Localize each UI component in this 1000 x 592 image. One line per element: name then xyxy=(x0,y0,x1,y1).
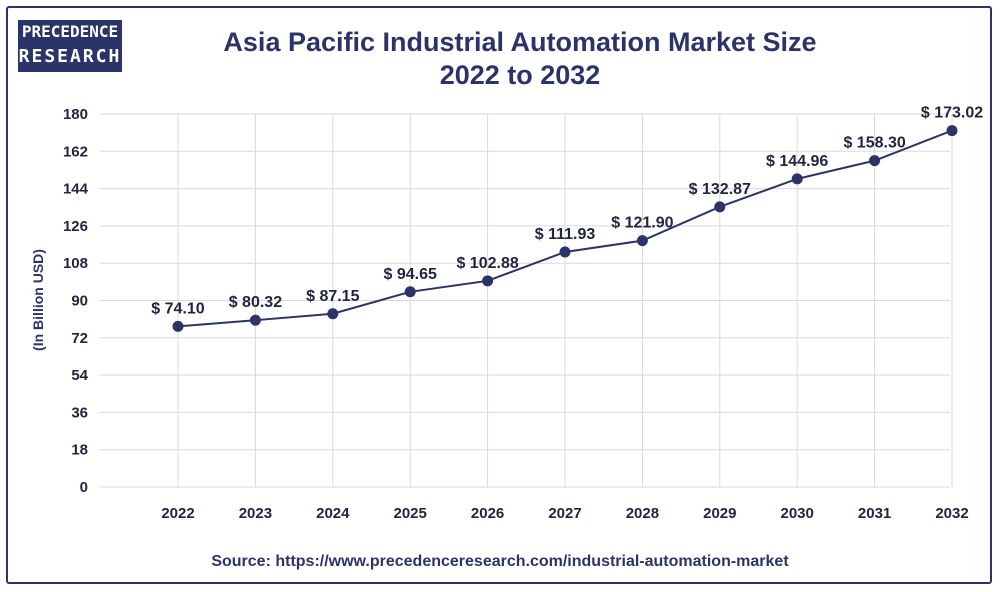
data-point xyxy=(249,314,261,326)
logo-text-bottom: RESEARCH xyxy=(18,46,122,67)
data-point xyxy=(714,201,726,213)
precedence-research-logo: PRECEDENCE RESEARCH xyxy=(18,20,122,72)
chart-title-line-2: 2022 to 2032 xyxy=(439,60,601,90)
y-tick-label: 90 xyxy=(71,293,88,310)
y-tick-label: 54 xyxy=(71,367,88,384)
series xyxy=(172,125,958,332)
x-tick-label: 2030 xyxy=(781,505,814,522)
data-point xyxy=(482,275,494,287)
data-label: $ 144.96 xyxy=(766,153,828,170)
x-tick-label: 2025 xyxy=(394,505,427,522)
chart-frame xyxy=(6,6,992,584)
data-label: $ 87.15 xyxy=(306,288,359,305)
x-tick-label: 2022 xyxy=(161,505,194,522)
x-tick-label: 2023 xyxy=(239,505,272,522)
data-label: $ 74.10 xyxy=(151,300,204,317)
y-axis-title: (In Billion USD) xyxy=(30,249,46,351)
data-point xyxy=(791,173,803,185)
data-label: $ 132.87 xyxy=(689,181,751,198)
chart-title: Asia Pacific Industrial Automation Marke… xyxy=(170,26,870,92)
y-tick-label: 0 xyxy=(80,479,88,496)
data-point xyxy=(172,320,184,332)
x-tick-label: 2027 xyxy=(548,505,581,522)
x-tick-label: 2026 xyxy=(471,505,504,522)
chart-title-line-1: Asia Pacific Industrial Automation Marke… xyxy=(223,27,817,57)
data-point xyxy=(869,155,881,167)
y-tick-label: 180 xyxy=(63,106,88,123)
logo-text-top: PRECEDENCE xyxy=(21,22,119,41)
x-tick-label: 2024 xyxy=(316,505,350,522)
source-note: Source: https://www.precedenceresearch.c… xyxy=(211,553,789,570)
gridlines xyxy=(100,113,953,488)
data-point xyxy=(636,235,648,247)
tick-labels: 0 18 36 54 72 90 108 126 144 162 180 2022 2023 2024 20… xyxy=(63,106,969,522)
data-label: $ 102.88 xyxy=(456,255,518,272)
data-label: $ 158.30 xyxy=(843,135,905,152)
data-label: $ 80.32 xyxy=(229,294,282,311)
data-label: $ 173.02 xyxy=(921,105,983,122)
data-label: $ 111.93 xyxy=(535,226,596,243)
axes: (In Billion USD) xyxy=(30,249,46,351)
x-tick-label: 2032 xyxy=(935,505,968,522)
y-tick-label: 36 xyxy=(71,404,88,421)
data-labels: $ 74.10 $ 80.32 $ 87.15 $ 94.65 $ 102.88 $ 11… xyxy=(151,105,983,318)
x-tick-label: 2029 xyxy=(703,505,736,522)
data-point xyxy=(404,286,416,298)
y-tick-label: 144 xyxy=(63,181,89,198)
y-tick-label: 126 xyxy=(63,218,88,235)
data-point xyxy=(327,308,339,320)
data-label: $ 121.90 xyxy=(611,215,673,232)
y-tick-label: 72 xyxy=(71,330,88,347)
x-tick-label: 2028 xyxy=(626,505,659,522)
x-tick-label: 2031 xyxy=(858,505,891,522)
y-tick-label: 108 xyxy=(63,255,88,272)
y-tick-label: 18 xyxy=(71,442,88,459)
y-tick-label: 162 xyxy=(63,143,88,160)
data-label: $ 94.65 xyxy=(384,266,437,283)
data-point xyxy=(559,246,571,258)
data-point xyxy=(946,125,958,137)
